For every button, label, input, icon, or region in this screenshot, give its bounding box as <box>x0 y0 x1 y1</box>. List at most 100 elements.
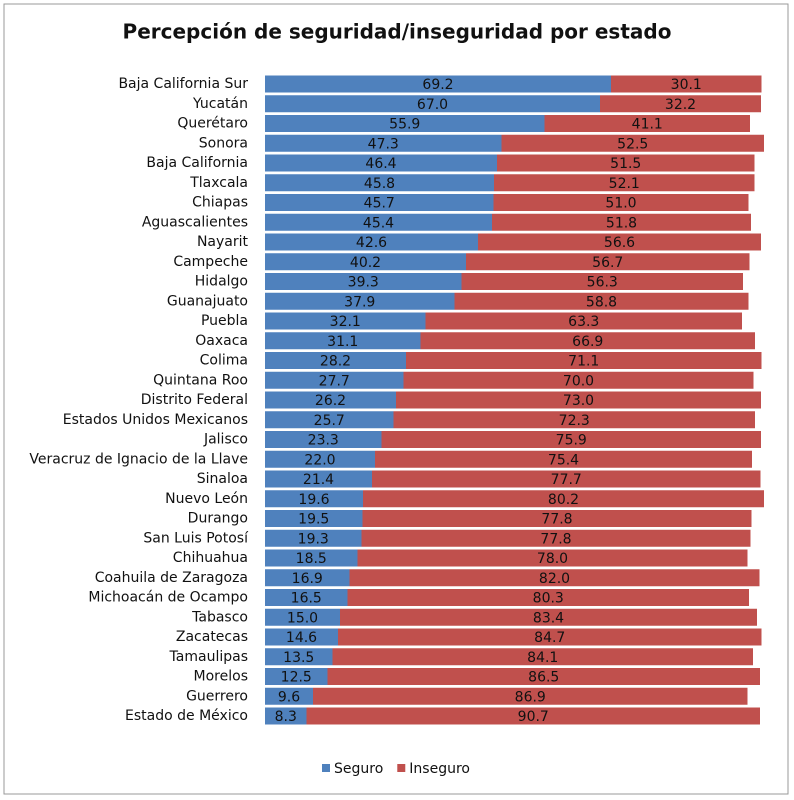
bar-segment <box>501 134 764 152</box>
value-label: 26.2 <box>315 393 346 409</box>
category-label: Zacatecas <box>176 629 248 645</box>
bar-segment <box>265 529 362 547</box>
value-label: 77.8 <box>540 531 571 547</box>
bar-segment <box>265 569 350 587</box>
bar-segment <box>381 431 761 448</box>
value-label: 84.1 <box>527 650 558 666</box>
category-label: Distrito Federal <box>141 392 248 408</box>
bar-segment <box>265 549 358 567</box>
value-label: 77.8 <box>541 512 572 528</box>
value-label: 86.5 <box>528 670 559 686</box>
category-label: Tlaxcala <box>189 175 248 191</box>
value-label: 8.3 <box>275 709 297 725</box>
value-label: 82.0 <box>539 571 570 587</box>
category-label: Puebla <box>201 313 248 329</box>
value-label: 56.3 <box>587 275 618 291</box>
bar-segment <box>265 95 600 113</box>
value-label: 67.0 <box>417 97 448 113</box>
bar-segment <box>265 273 462 290</box>
value-label: 72.3 <box>559 413 590 429</box>
value-label: 80.2 <box>548 492 579 508</box>
bar-segment <box>313 687 748 705</box>
bar-segment <box>372 470 761 488</box>
bar-segment <box>425 312 742 330</box>
value-label: 42.6 <box>356 235 387 251</box>
bar-segment <box>338 628 762 646</box>
value-label: 45.8 <box>364 176 395 192</box>
value-label: 66.9 <box>572 334 603 350</box>
bar-segment <box>265 668 328 685</box>
value-label: 77.7 <box>551 472 582 488</box>
category-label: Sinaloa <box>197 471 248 487</box>
value-label: 39.3 <box>348 275 379 291</box>
category-label: Durango <box>188 511 248 527</box>
bar-segment <box>265 233 478 251</box>
bar-segment <box>265 154 497 172</box>
bar-segment <box>265 391 396 409</box>
bar-segment <box>375 450 752 468</box>
value-label: 70.0 <box>563 373 594 389</box>
bar-segment <box>393 411 755 429</box>
category-label: Oaxaca <box>195 333 248 349</box>
value-label: 63.3 <box>568 314 599 330</box>
value-label: 32.2 <box>665 97 696 113</box>
value-label: 13.5 <box>283 650 314 666</box>
value-label: 37.9 <box>344 294 375 310</box>
value-label: 86.9 <box>515 689 546 705</box>
value-label: 51.5 <box>610 156 641 172</box>
bar-segment <box>265 292 455 310</box>
category-label: Tabasco <box>191 609 248 625</box>
value-label: 16.9 <box>292 571 323 587</box>
value-label: 51.8 <box>606 215 637 231</box>
bar-segment <box>361 529 751 547</box>
category-label: Estado de México <box>125 708 248 724</box>
bar-segment <box>327 668 760 685</box>
category-label: Guerrero <box>186 688 248 704</box>
category-label: Chihuahua <box>173 550 248 566</box>
category-label: Morelos <box>194 669 248 685</box>
bar-segment <box>420 332 755 350</box>
category-label: Yucatán <box>192 96 248 112</box>
value-label: 19.5 <box>298 512 329 528</box>
value-label: 40.2 <box>350 255 381 271</box>
bar-segment <box>493 194 749 211</box>
bar-segment <box>265 470 372 488</box>
value-label: 19.3 <box>298 531 329 547</box>
bar-segment <box>600 95 761 113</box>
bar-segment <box>611 75 762 93</box>
bar-segment <box>461 273 743 290</box>
value-label: 22.0 <box>304 452 335 468</box>
value-label: 80.3 <box>533 591 564 607</box>
bar-segment <box>497 154 755 172</box>
legend-swatch <box>322 764 330 772</box>
category-label: Tamaulipas <box>169 649 248 665</box>
bar-segment <box>265 648 333 666</box>
bar-segment <box>363 490 764 508</box>
value-label: 55.9 <box>389 117 420 133</box>
value-label: 51.0 <box>605 196 636 212</box>
legend-label: Inseguro <box>409 761 470 777</box>
bar-segment <box>349 569 760 587</box>
value-label: 75.9 <box>556 433 587 449</box>
value-label: 52.5 <box>617 136 648 152</box>
value-label: 21.4 <box>303 472 334 488</box>
value-label: 73.0 <box>563 393 594 409</box>
bar-segment <box>478 233 761 251</box>
value-label: 12.5 <box>281 670 312 686</box>
bar-segment <box>265 628 338 646</box>
bar-segment <box>494 174 755 192</box>
bar-segment <box>265 411 394 429</box>
value-label: 45.7 <box>364 196 395 212</box>
value-label: 28.2 <box>320 354 351 370</box>
category-label: Baja California <box>146 155 248 171</box>
bar-segment <box>265 490 363 508</box>
category-label: Coahuila de Zaragoza <box>95 570 248 586</box>
value-label: 46.4 <box>365 156 396 172</box>
category-label: Campeche <box>173 254 248 270</box>
value-label: 19.6 <box>298 492 329 508</box>
value-label: 31.1 <box>327 334 358 350</box>
bar-segment <box>265 608 340 626</box>
value-label: 58.8 <box>586 294 617 310</box>
value-label: 84.7 <box>534 630 565 646</box>
value-label: 71.1 <box>568 354 599 370</box>
